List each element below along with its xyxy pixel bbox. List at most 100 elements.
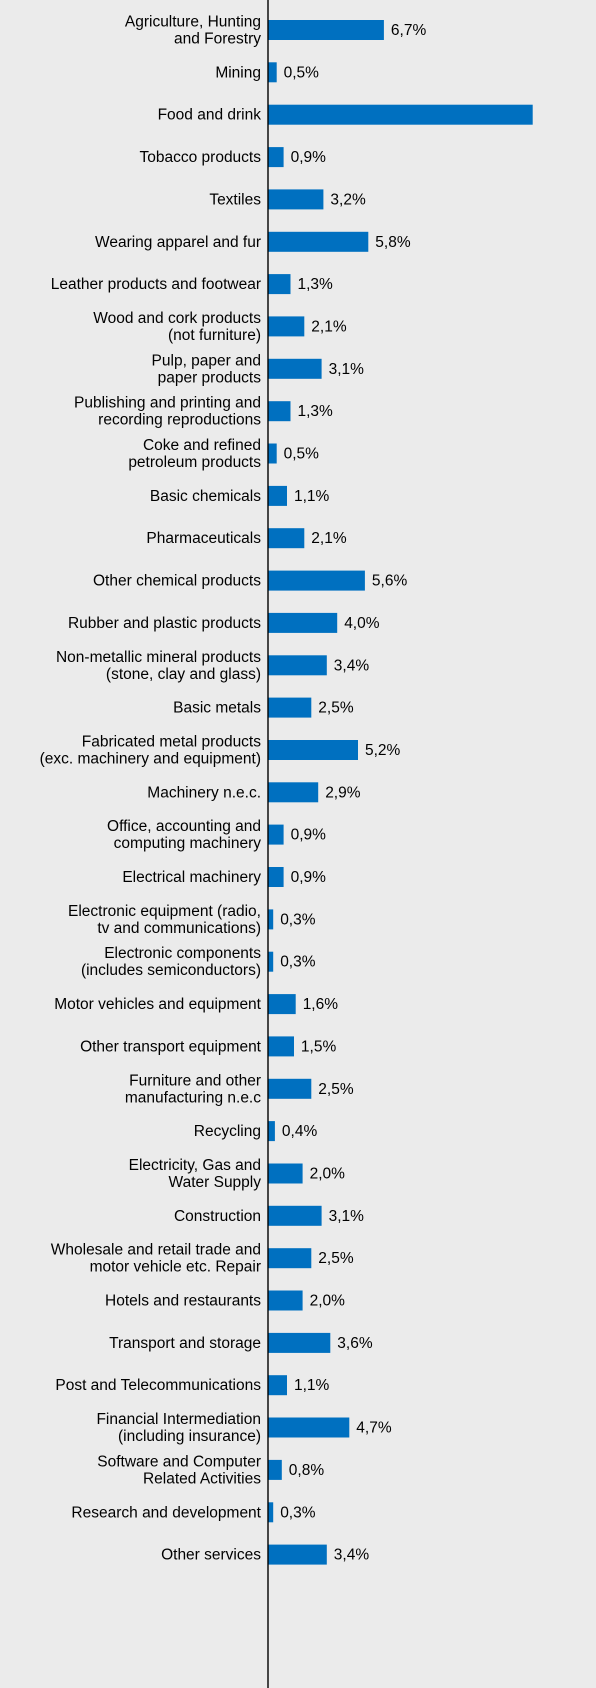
category-label: Leather products and footwear — [51, 276, 261, 293]
data-label: 1,3% — [298, 403, 334, 420]
data-label: 0,9% — [291, 827, 327, 844]
data-label: 5,8% — [375, 234, 411, 251]
data-label: 2,5% — [318, 700, 354, 717]
bar — [268, 782, 319, 803]
data-label: 2,1% — [311, 530, 347, 547]
category-label: Other services — [161, 1547, 261, 1564]
data-label: 3,4% — [334, 657, 370, 674]
category-label: Rubber and plastic products — [68, 615, 261, 632]
category-label: Electricity, Gas and Water Supply — [129, 1157, 262, 1191]
data-label: 0,3% — [280, 954, 316, 971]
category-label: Electronic equipment (radio, tv and commu… — [68, 903, 261, 937]
bar — [268, 740, 358, 760]
category-label: Pulp, paper and paper products — [152, 352, 262, 386]
data-label: 2,9% — [325, 784, 361, 801]
bar — [268, 570, 365, 591]
data-label: 2,5% — [318, 1250, 354, 1267]
bar — [268, 1205, 322, 1226]
bar — [268, 1248, 312, 1269]
data-label: 5,2% — [365, 742, 401, 759]
bar — [268, 1502, 274, 1523]
category-label: Publishing and printing and recording rep… — [74, 395, 261, 429]
bar — [268, 528, 305, 549]
category-label: Motor vehicles and equipment — [54, 996, 261, 1013]
category-label: Transport and storage — [109, 1335, 261, 1352]
category-label: Wearing apparel and fur — [95, 234, 261, 251]
category-label: Food and drink — [158, 107, 262, 124]
data-label: 1,1% — [294, 488, 330, 505]
bar — [268, 401, 291, 422]
bar — [268, 1417, 350, 1438]
data-label: 1,6% — [303, 996, 339, 1013]
category-label: Agriculture, Hunting and Forestry — [125, 14, 261, 48]
data-label: 0,5% — [284, 64, 320, 81]
bar — [268, 1163, 303, 1184]
bar — [268, 612, 338, 633]
category-label: Post and Telecommunications — [55, 1377, 261, 1394]
bar — [268, 697, 312, 718]
category-label: Software and Computer Related Activities — [97, 1453, 261, 1487]
bar — [268, 358, 322, 379]
category-label: Hotels and restaurants — [105, 1293, 261, 1310]
bar — [268, 62, 277, 83]
bar — [268, 867, 284, 887]
bar — [268, 443, 277, 464]
category-label: Recycling — [194, 1123, 261, 1140]
bar — [268, 1078, 312, 1099]
data-label: 1,1% — [294, 1377, 330, 1394]
category-label: Mining — [215, 64, 261, 81]
data-label: 5,6% — [372, 573, 408, 590]
category-labels: Agriculture, Hunting and Forestry Mining Fo… — [40, 14, 262, 1564]
bar — [268, 1332, 331, 1353]
bar — [268, 1375, 287, 1396]
category-label: Other chemical products — [93, 573, 261, 590]
bar — [268, 147, 284, 168]
category-label: Financial Intermediation (including insur… — [96, 1411, 261, 1445]
bar — [268, 1036, 294, 1057]
bar — [268, 1290, 303, 1311]
data-label: 0,3% — [280, 1504, 316, 1521]
bar — [268, 231, 369, 252]
bar — [268, 824, 284, 845]
category-label: Machinery n.e.c. — [147, 784, 261, 801]
data-label: 3,4% — [334, 1547, 370, 1564]
category-label: Electronic components (includes semicondu… — [81, 945, 261, 979]
bar — [268, 1544, 327, 1565]
data-label: 1,3% — [298, 276, 334, 293]
data-label: 3,1% — [329, 361, 365, 378]
data-label: 2,1% — [311, 318, 347, 335]
data-label: 3,1% — [329, 1208, 365, 1225]
data-label: 6,7% — [391, 22, 427, 39]
category-label: Textiles — [209, 191, 261, 208]
data-label: 0,4% — [282, 1123, 318, 1140]
bar — [268, 274, 291, 295]
bar — [268, 655, 327, 676]
bar — [268, 994, 296, 1015]
bar — [268, 104, 533, 125]
category-label: Basic chemicals — [150, 488, 261, 505]
bar — [268, 1459, 282, 1480]
data-label: 0,9% — [291, 149, 327, 166]
data-label: 0,9% — [291, 869, 327, 886]
category-label: Other transport equipment — [80, 1038, 262, 1055]
bar — [268, 1121, 275, 1142]
category-label: Electrical machinery — [122, 869, 261, 886]
category-label: Non-metallic mineral products (stone, cla… — [56, 649, 261, 683]
data-label: 4,0% — [344, 615, 380, 632]
category-label: Tobacco products — [140, 149, 262, 166]
data-label: 0,3% — [280, 911, 316, 928]
data-label: 3,2% — [330, 191, 366, 208]
bar — [268, 20, 384, 40]
data-label: 2,5% — [318, 1081, 354, 1098]
category-label: Wholesale and retail trade and motor vehi… — [51, 1242, 261, 1276]
category-label: Furniture and other manufacturing n.e.c — [125, 1072, 261, 1106]
category-label: Coke and refined petroleum products — [128, 437, 261, 471]
data-label: 2,0% — [310, 1293, 346, 1310]
data-label: 3,6% — [337, 1335, 373, 1352]
bar — [268, 485, 287, 506]
category-label: Fabricated metal products (exc. machinery… — [40, 734, 262, 768]
bar — [268, 316, 305, 337]
bar — [268, 189, 324, 210]
